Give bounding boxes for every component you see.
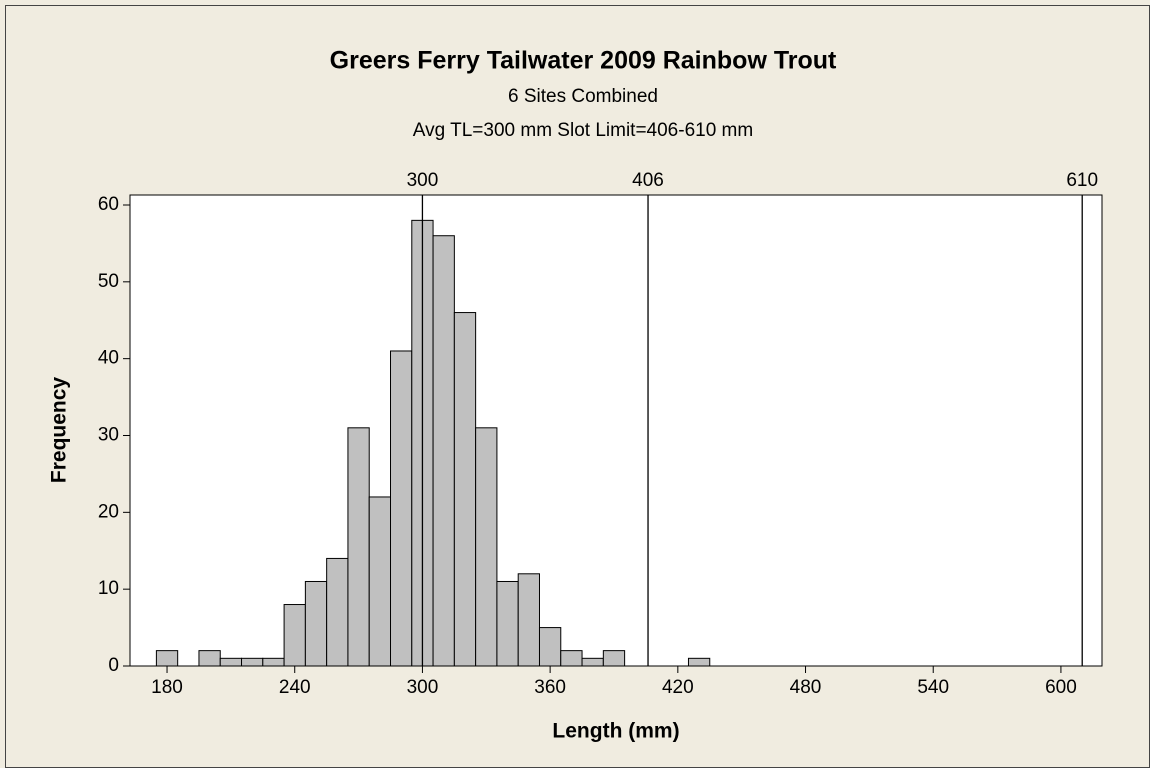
reference-label: 610 <box>1066 170 1098 191</box>
x-axis-label: Length (mm) <box>552 720 679 743</box>
bar <box>390 350 413 667</box>
bar <box>326 557 349 667</box>
bar <box>219 657 243 667</box>
reference-label: 406 <box>632 170 664 191</box>
bar <box>496 580 519 667</box>
y-tick-label: 10 <box>98 578 119 599</box>
bar <box>687 657 711 667</box>
bar <box>538 627 562 667</box>
chart-subtitle: 6 Sites Combined <box>508 86 658 107</box>
y-tick-label: 40 <box>98 348 119 369</box>
y-tick-label: 30 <box>98 425 119 446</box>
bar <box>432 235 455 667</box>
chart-title: Greers Ferry Tailwater 2009 Rainbow Trou… <box>330 47 837 75</box>
x-tick-label: 540 <box>917 677 949 698</box>
y-tick-label: 0 <box>108 655 119 676</box>
bar <box>347 427 370 667</box>
plot-area <box>129 194 1103 667</box>
y-tick-label: 50 <box>98 271 119 292</box>
x-tick-label: 600 <box>1045 677 1077 698</box>
bar <box>198 650 221 667</box>
bar <box>304 580 328 667</box>
x-tick-label: 300 <box>407 677 439 698</box>
bar <box>517 573 540 667</box>
bar <box>241 657 264 667</box>
x-tick-label: 420 <box>662 677 694 698</box>
bar <box>368 496 392 667</box>
x-tick-label: 180 <box>151 677 183 698</box>
reference-label: 300 <box>407 170 439 191</box>
y-tick-label: 20 <box>98 501 119 522</box>
bar <box>581 657 604 667</box>
bar <box>155 650 179 667</box>
x-tick-label: 480 <box>790 677 822 698</box>
x-tick-label: 240 <box>279 677 311 698</box>
x-tick-label: 360 <box>534 677 566 698</box>
bar <box>283 604 306 667</box>
y-axis-label: Frequency <box>48 377 71 484</box>
bar <box>602 650 626 667</box>
chart-subtitle: Avg TL=300 mm Slot Limit=406-610 mm <box>413 120 753 141</box>
bar <box>453 312 477 667</box>
bar <box>262 657 285 667</box>
bar <box>560 650 583 667</box>
y-tick-label: 60 <box>98 194 119 215</box>
bar <box>475 427 498 667</box>
